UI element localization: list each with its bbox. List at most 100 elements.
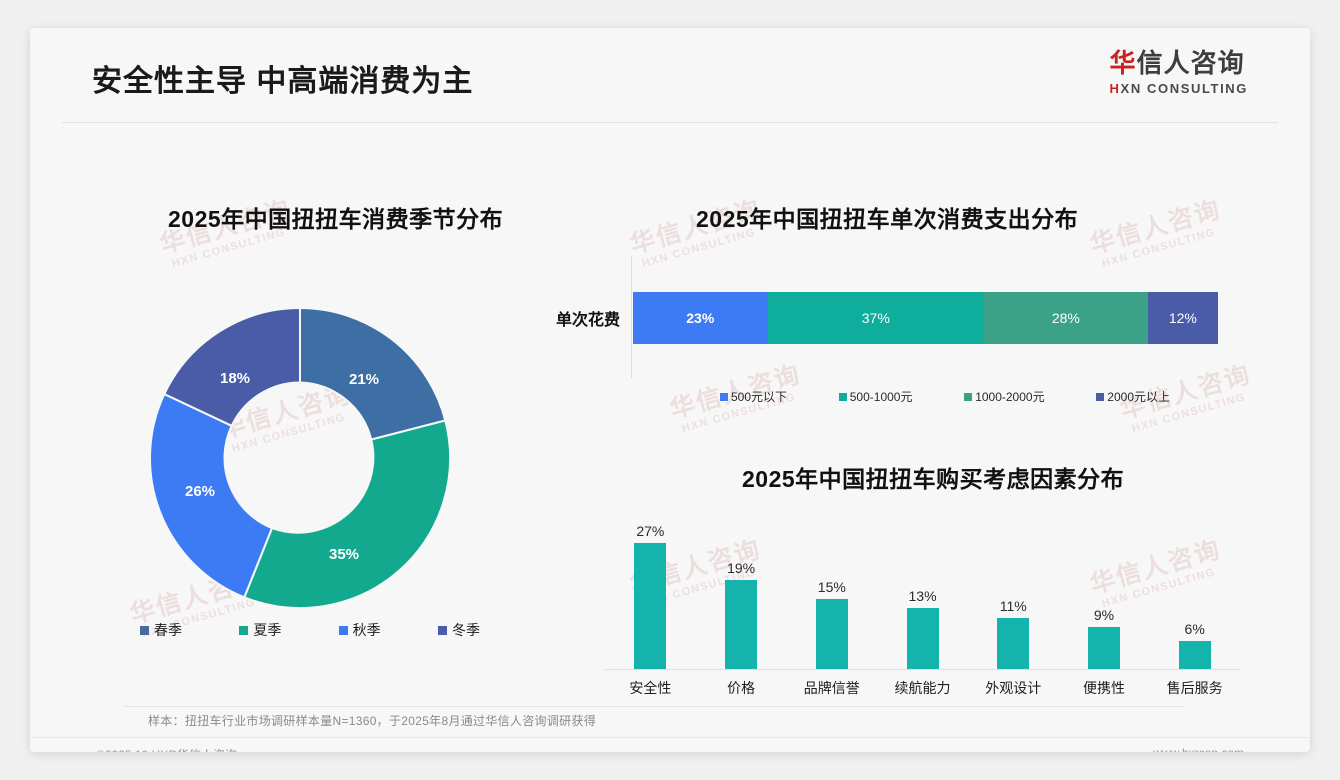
- logo-en-rest: XN CONSULTING: [1120, 81, 1248, 96]
- legend-label-winter: 冬季: [451, 622, 480, 638]
- page-title: 安全性主导 中高端消费为主: [92, 65, 474, 98]
- header-divider: [62, 122, 1278, 123]
- column-item[interactable]: 9%: [1059, 515, 1150, 669]
- legend-swatch-winter: [437, 625, 447, 635]
- stacked-seg-500-1000[interactable]: 37%: [767, 292, 984, 344]
- brand-logo: 华信人咨询 HXN CONSULTING: [1110, 50, 1248, 96]
- legend-swatch-1000-2000: [964, 392, 973, 401]
- legend-label-spring: 春季: [154, 622, 182, 638]
- column-value-service: 6%: [1184, 621, 1205, 637]
- donut-slice-autumn[interactable]: [149, 392, 274, 599]
- column-bar-brand[interactable]: [815, 599, 848, 669]
- column-value-brand: 15%: [817, 579, 846, 595]
- stacked-bar-category-label: 单次花费: [555, 312, 620, 329]
- stacked-bar-legend: 500元以下 500-1000元 1000-2000元 2000元以上: [720, 388, 1170, 405]
- column-item[interactable]: 6%: [1149, 515, 1240, 669]
- logo-h-char: H: [1109, 81, 1121, 96]
- column-value-safety: 27%: [636, 523, 665, 539]
- legend-label-1000-2000: 1000-2000元: [975, 390, 1045, 404]
- stacked-bar-axis: [631, 256, 632, 378]
- stacked-seg-under500[interactable]: 23%: [633, 292, 768, 344]
- column-bar-price[interactable]: [725, 580, 758, 669]
- stacked-seg-value-under500: 23%: [686, 310, 715, 326]
- footer-divider: [30, 737, 1310, 738]
- donut-legend: 春季 夏季 秋季 冬季: [140, 620, 480, 640]
- column-bar-design[interactable]: [997, 618, 1030, 669]
- column-bar-range[interactable]: [906, 608, 939, 669]
- column-bar-service[interactable]: [1178, 641, 1211, 669]
- donut-value-summer: 35%: [329, 546, 359, 563]
- legend-item-1000-2000[interactable]: 1000-2000元: [964, 388, 1045, 405]
- legend-item-500-1000[interactable]: 500-1000元: [838, 388, 913, 405]
- season-donut-chart: 21% 35% 26% 18%: [135, 293, 465, 623]
- column-item[interactable]: 27%: [605, 515, 696, 669]
- legend-swatch-over2000: [1096, 392, 1105, 401]
- sample-footnote: 样本：扭扭车行业市场调研样本量N=1360，于2025年8月通过华信人咨询调研获…: [148, 714, 597, 728]
- column-bar-portability[interactable]: [1087, 627, 1120, 669]
- logo-zh-rest: 信人咨询: [1136, 48, 1245, 78]
- xaxis-label-price: 价格: [727, 680, 756, 696]
- column-value-range: 13%: [908, 588, 937, 604]
- column-chart-xaxis-labels: 安全性 价格 品牌信誉 续航能力 外观设计 便携性 售后服务: [605, 678, 1240, 698]
- legend-label-autumn: 秋季: [352, 622, 381, 638]
- donut-slice-spring[interactable]: [299, 306, 447, 441]
- factors-column-chart: 27% 19% 15% 13% 11% 9%: [605, 515, 1240, 669]
- stacked-seg-over2000[interactable]: 12%: [1147, 292, 1218, 344]
- column-chart-axis: [605, 669, 1240, 670]
- slide-canvas: 华信人咨询 HXN CONSULTING 华信人咨询 HXN CONSULTIN…: [30, 28, 1310, 752]
- legend-item-autumn[interactable]: 秋季: [338, 620, 381, 640]
- xaxis-label-brand: 品牌信誉: [803, 680, 860, 696]
- stacked-seg-1000-2000[interactable]: 28%: [983, 292, 1148, 344]
- footer-copyright: ©2025.10 HXR华信人咨询: [96, 746, 237, 752]
- watermark-en: HXN CONSULTING: [1100, 225, 1218, 270]
- legend-swatch-spring: [140, 625, 149, 635]
- stacked-bar-title: 2025年中国扭扭车单次消费支出分布: [696, 206, 1079, 232]
- logo-english: HXN CONSULTING: [1110, 81, 1248, 96]
- legend-label-summer: 夏季: [253, 622, 282, 638]
- legend-label-500-1000: 500-1000元: [849, 390, 913, 404]
- footnote-divider: [124, 706, 1184, 707]
- slide-header: 安全性主导 中高端消费为主 华信人咨询 HXN CONSULTING: [30, 28, 1310, 120]
- legend-item-summer[interactable]: 夏季: [239, 620, 281, 640]
- logo-hua-char: 华: [1109, 48, 1137, 78]
- xaxis-label-design: 外观设计: [985, 680, 1042, 696]
- watermark: 华信人咨询 HXN CONSULTING: [1087, 195, 1228, 272]
- watermark-zh: 华信人咨询: [1086, 195, 1225, 260]
- legend-item-winter[interactable]: 冬季: [437, 620, 480, 640]
- legend-swatch-summer: [239, 625, 249, 635]
- legend-item-spring[interactable]: 春季: [140, 620, 182, 640]
- column-bar-safety[interactable]: [634, 543, 667, 669]
- legend-label-over2000: 2000元以上: [1107, 390, 1170, 404]
- donut-slice-summer[interactable]: [243, 419, 452, 610]
- stacked-seg-value-1000-2000: 28%: [1051, 310, 1080, 326]
- column-item[interactable]: 11%: [968, 515, 1059, 669]
- donut-value-autumn: 26%: [185, 483, 215, 500]
- donut-slice-winter[interactable]: [162, 306, 301, 428]
- column-value-portability: 9%: [1093, 607, 1115, 623]
- donut-svg: 21% 35% 26% 18%: [149, 306, 452, 610]
- legend-swatch-autumn: [338, 625, 348, 635]
- donut-value-spring: 21%: [349, 371, 379, 388]
- legend-item-over2000[interactable]: 2000元以上: [1096, 388, 1170, 405]
- legend-label-under500: 500元以下: [731, 390, 788, 404]
- xaxis-label-portability: 便携性: [1082, 680, 1125, 696]
- stacked-seg-value-over2000: 12%: [1168, 310, 1197, 326]
- xaxis-label-service: 售后服务: [1166, 680, 1223, 696]
- column-item[interactable]: 13%: [877, 515, 968, 669]
- logo-chinese: 华信人咨询: [1110, 50, 1248, 76]
- donut-value-winter: 18%: [220, 370, 250, 387]
- donut-chart-title: 2025年中国扭扭车消费季节分布: [168, 206, 504, 232]
- stacked-seg-value-500-1000: 37%: [861, 310, 890, 326]
- stacked-bar: 23% 37% 28% 12%: [633, 292, 1218, 344]
- column-item[interactable]: 15%: [786, 515, 877, 669]
- column-value-price: 19%: [727, 560, 756, 576]
- xaxis-label-range: 续航能力: [894, 680, 951, 696]
- column-chart-title: 2025年中国扭扭车购买考虑因素分布: [742, 466, 1125, 492]
- column-value-design: 11%: [999, 598, 1027, 614]
- legend-swatch-under500: [720, 392, 728, 401]
- legend-swatch-500-1000: [838, 392, 847, 401]
- footer-website[interactable]: www.hxrcon.com: [1153, 746, 1244, 752]
- column-item[interactable]: 19%: [696, 515, 787, 669]
- legend-item-under500[interactable]: 500元以下: [720, 388, 787, 405]
